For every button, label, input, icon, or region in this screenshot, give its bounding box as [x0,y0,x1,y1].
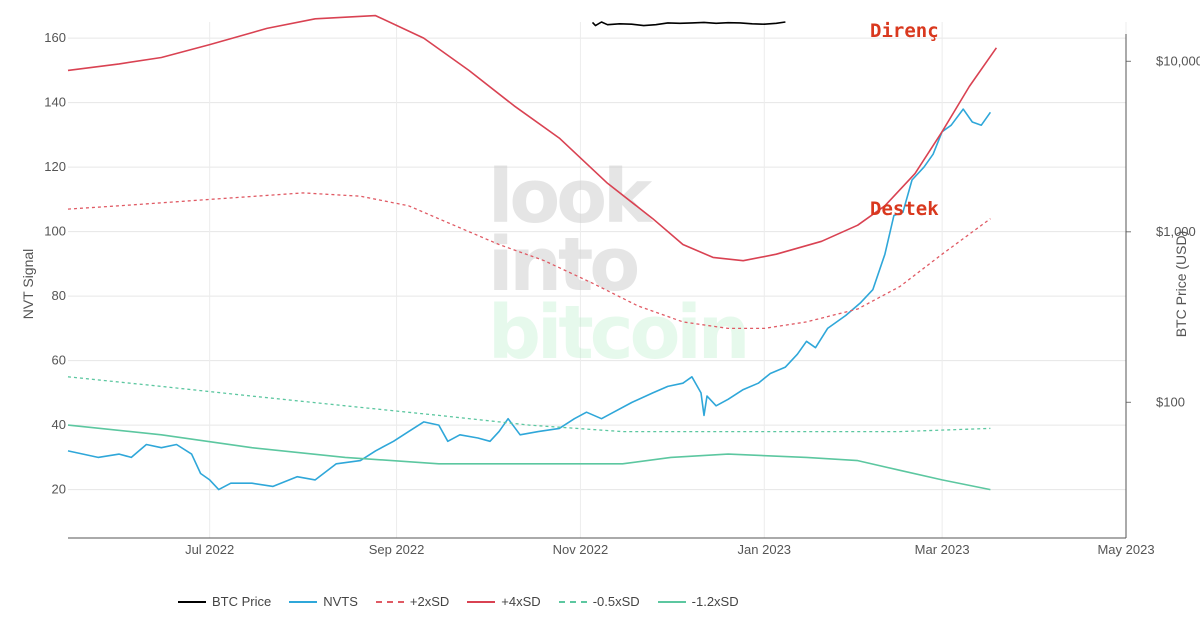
series-line--1-2xsd [67,424,991,491]
legend-swatch [467,600,496,603]
x-tick-label: May 2023 [1097,542,1154,557]
y-right-axis-title: BTC Price (USD) [1173,231,1189,338]
annotation-resistance: Direnç [870,20,939,42]
x-tick-label: Mar 2023 [915,542,970,557]
y-left-axis-title: NVT Signal [20,249,36,320]
legend-swatch [657,600,686,603]
watermark-line2: into [488,222,637,308]
legend-label: -0.5xSD [592,594,640,609]
x-tick-label: Nov 2022 [553,542,609,557]
legend-label: BTC Price [212,594,272,609]
watermark-logo: look into bitcoin [488,154,750,376]
legend-item[interactable]: -0.5xSD [558,594,640,609]
axes [68,34,1131,539]
watermark-line1: look [488,154,654,240]
y-left-tick-label: 100 [44,224,66,239]
legend-item[interactable]: +4xSD [467,594,541,609]
legend-swatch [558,600,587,603]
series-line--4xsd [67,14,998,262]
legend-swatch [289,600,318,603]
legend-label: -1.2xSD [691,594,739,609]
legend-item[interactable]: NVTS [289,594,358,609]
legend-item[interactable]: +2xSD [375,594,450,609]
watermark-line3: bitcoin [488,290,746,376]
x-tick-label: Sep 2022 [369,542,425,557]
y-right-tick-label: $100 [1156,394,1185,409]
y-left-tick-label: 120 [44,159,66,174]
y-left-tick-label: 140 [44,95,66,110]
annotation-support: Destek [870,198,939,220]
y-left-tick-label: 160 [44,30,66,45]
legend-item[interactable]: BTC Price [178,594,271,609]
series-line-btc-price [591,21,786,27]
y-left-tick-label: 20 [52,482,66,497]
y-left-tick-label: 80 [52,288,66,303]
legend-item[interactable]: -1.2xSD [657,594,739,609]
y-right-tick-label: $1,000 [1156,224,1196,239]
series-line--2xsd [67,192,991,330]
tick-labels: 20 40 60 80 100 120 140 160 Jul 2022 Sep 2022 Nov … [44,30,1200,557]
series-lines [67,14,998,491]
legend-label: NVTS [323,594,358,609]
legend-label: +4xSD [501,594,541,609]
series-line-nvts [67,108,992,491]
y-left-tick-label: 40 [52,417,66,432]
y-left-tick-label: 60 [52,353,66,368]
legend-swatch [178,600,206,603]
legend-swatch [375,600,404,603]
legend-label: +2xSD [409,594,450,609]
x-tick-label: Jan 2023 [738,542,792,557]
x-tick-label: Jul 2022 [185,542,234,557]
series-line--0-5xsd [67,376,991,433]
y-right-tick-label: $10,000 [1156,53,1200,68]
chart-legend: BTC Price NVTS +2xSD +4xSD -0.5xSD -1.2xSD [178,594,739,609]
nvt-signal-chart: look into bitcoin 20 40 60 80 100 120 140 160 Ju… [20,14,1200,557]
